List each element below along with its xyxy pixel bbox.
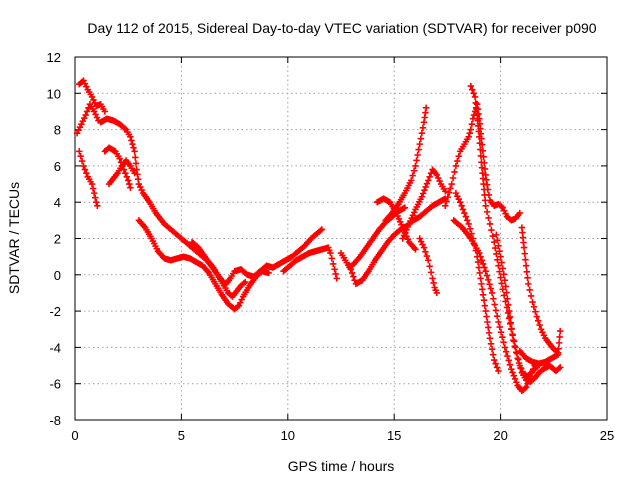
x-tick-label: 20 [493,428,507,443]
series-track-n [399,166,449,242]
x-tick-label: 10 [281,428,295,443]
y-tick-label: -2 [49,304,61,319]
plus-markers [105,157,138,188]
plus-markers [416,235,440,297]
series-track-a [76,77,108,115]
y-axis-tick-labels: -8 -6 -4 -2 0 2 4 6 8 10 12 [47,50,61,428]
y-tick-label: 8 [54,123,61,138]
series-track-o [416,235,440,297]
plus-markers [450,217,538,395]
plus-markers [467,82,540,380]
plus-markers [280,244,340,282]
y-tick-label: 0 [54,268,61,283]
plus-markers [73,100,102,137]
series-track-b [73,100,102,137]
chart-title: Day 112 of 2015, Sidereal Day-to-day VTE… [87,20,596,36]
x-axis-label: GPS time / hours [288,458,395,474]
plus-markers [76,77,108,115]
plus-markers [382,104,430,224]
plus-markers [188,238,249,300]
series-track-s [450,217,538,395]
plus-markers [399,166,449,242]
y-tick-label: 2 [54,232,61,247]
plus-markers [516,327,564,367]
plus-markers [373,195,419,253]
x-tick-label: 25 [600,428,614,443]
x-tick-label: 0 [71,428,78,443]
series-track-g [135,217,272,313]
plus-markers [518,224,562,357]
series-track-t [493,231,564,386]
series-track-v [516,327,564,367]
series-track-f [105,157,138,188]
x-axis-tick-labels: 0 5 10 15 20 25 [71,428,614,443]
x-tick-label: 5 [178,428,185,443]
series-track-u [518,224,562,357]
axis-ticks [74,56,608,421]
y-tick-label: -4 [49,340,61,355]
data-markers [73,77,564,395]
plus-markers [452,189,502,375]
plus-markers [76,148,101,210]
grid [75,57,607,420]
series-track-r [452,189,502,375]
y-tick-label: 10 [47,86,61,101]
series-track-l [382,104,430,224]
series-track-q [467,82,540,380]
y-axis-label: SDTVAR / TECUs [6,182,22,294]
x-tick-label: 15 [387,428,401,443]
y-tick-label: -6 [49,377,61,392]
plus-markers [135,217,272,313]
y-tick-label: 4 [54,195,61,210]
series-track-m [373,195,419,253]
plus-markers [493,231,564,386]
y-tick-label: -8 [49,413,61,428]
y-tick-label: 12 [47,50,61,65]
series-track-c [76,148,101,210]
series-track-h [188,238,249,300]
y-tick-label: 6 [54,159,61,174]
series-track-i [280,244,340,282]
